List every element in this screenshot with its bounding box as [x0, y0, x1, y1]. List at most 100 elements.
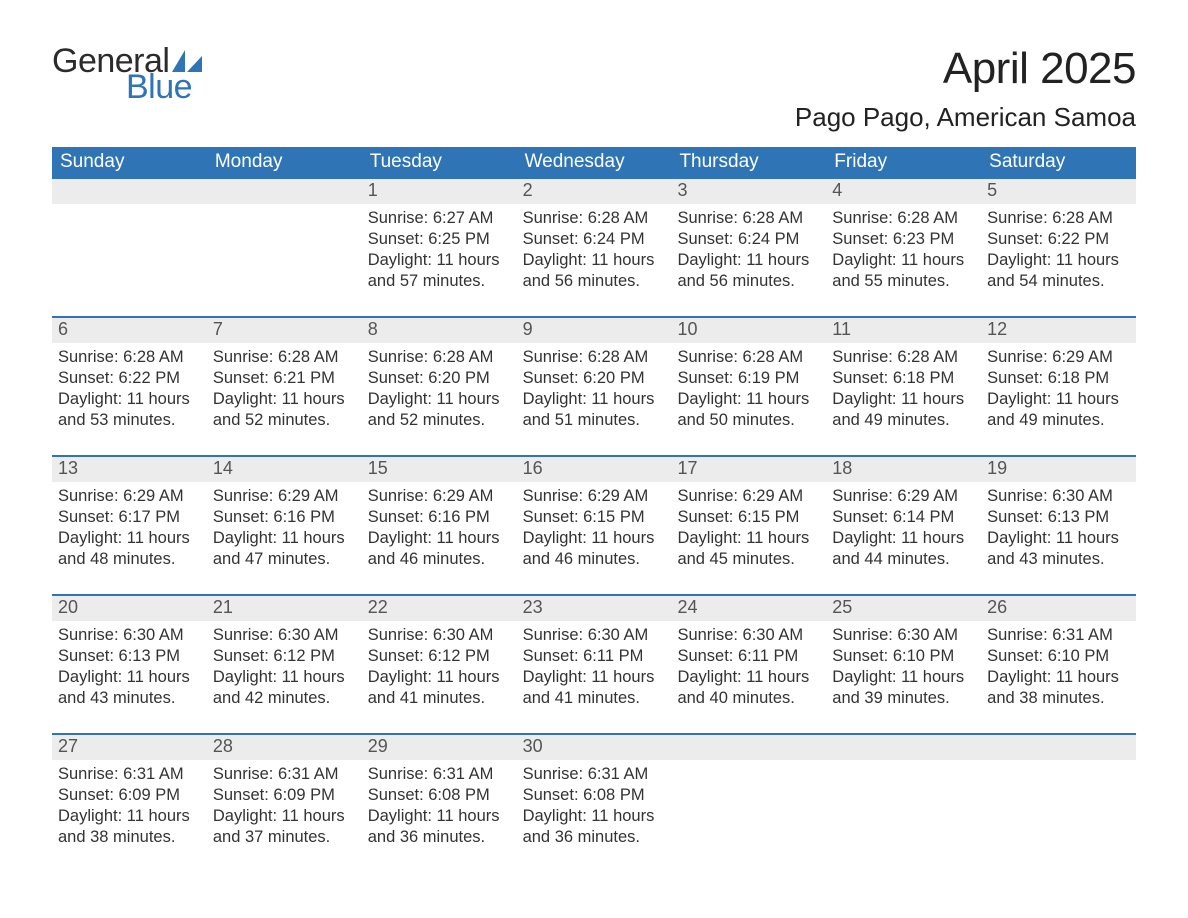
day-number: 10 [671, 318, 826, 343]
day-number: 6 [52, 318, 207, 343]
sunset-text: Sunset: 6:23 PM [832, 229, 975, 250]
sunset-text: Sunset: 6:13 PM [58, 646, 201, 667]
sunset-text: Sunset: 6:17 PM [58, 507, 201, 528]
day-info: Sunrise: 6:30 AMSunset: 6:13 PMDaylight:… [52, 621, 207, 713]
daylight-text: Daylight: 11 hours and 55 minutes. [832, 250, 975, 292]
day-info: Sunrise: 6:30 AMSunset: 6:13 PMDaylight:… [981, 482, 1136, 574]
day-number: 23 [517, 596, 672, 621]
sunset-text: Sunset: 6:13 PM [987, 507, 1130, 528]
weekday-header: Monday [207, 147, 362, 179]
sunrise-text: Sunrise: 6:30 AM [832, 625, 975, 646]
day-cell: 1Sunrise: 6:27 AMSunset: 6:25 PMDaylight… [362, 179, 517, 296]
sunrise-text: Sunrise: 6:28 AM [523, 347, 666, 368]
day-info: Sunrise: 6:30 AMSunset: 6:11 PMDaylight:… [517, 621, 672, 713]
sunset-text: Sunset: 6:18 PM [832, 368, 975, 389]
day-info: Sunrise: 6:31 AMSunset: 6:08 PMDaylight:… [517, 760, 672, 852]
sunset-text: Sunset: 6:15 PM [523, 507, 666, 528]
daylight-text: Daylight: 11 hours and 52 minutes. [368, 389, 511, 431]
sunrise-text: Sunrise: 6:30 AM [58, 625, 201, 646]
sunrise-text: Sunrise: 6:28 AM [368, 347, 511, 368]
logo-text-blue: Blue [126, 70, 202, 104]
day-number: 5 [981, 179, 1136, 204]
sunset-text: Sunset: 6:24 PM [677, 229, 820, 250]
day-cell: 12Sunrise: 6:29 AMSunset: 6:18 PMDayligh… [981, 318, 1136, 435]
calendar: Sunday Monday Tuesday Wednesday Thursday… [52, 147, 1136, 852]
day-number: 11 [826, 318, 981, 343]
day-number: 2 [517, 179, 672, 204]
day-number: 27 [52, 735, 207, 760]
sunrise-text: Sunrise: 6:28 AM [832, 347, 975, 368]
day-info: Sunrise: 6:28 AMSunset: 6:21 PMDaylight:… [207, 343, 362, 435]
day-info: Sunrise: 6:30 AMSunset: 6:12 PMDaylight:… [207, 621, 362, 713]
day-info: Sunrise: 6:28 AMSunset: 6:24 PMDaylight:… [671, 204, 826, 296]
sunrise-text: Sunrise: 6:30 AM [368, 625, 511, 646]
sunrise-text: Sunrise: 6:30 AM [523, 625, 666, 646]
calendar-week: 6Sunrise: 6:28 AMSunset: 6:22 PMDaylight… [52, 316, 1136, 435]
day-cell: 27Sunrise: 6:31 AMSunset: 6:09 PMDayligh… [52, 735, 207, 852]
day-cell: 30Sunrise: 6:31 AMSunset: 6:08 PMDayligh… [517, 735, 672, 852]
day-number: 3 [671, 179, 826, 204]
day-info: Sunrise: 6:30 AMSunset: 6:11 PMDaylight:… [671, 621, 826, 713]
day-info: Sunrise: 6:28 AMSunset: 6:22 PMDaylight:… [981, 204, 1136, 296]
day-cell [826, 735, 981, 852]
sunrise-text: Sunrise: 6:31 AM [368, 764, 511, 785]
day-info: Sunrise: 6:29 AMSunset: 6:16 PMDaylight:… [362, 482, 517, 574]
day-number: 30 [517, 735, 672, 760]
day-number: 1 [362, 179, 517, 204]
daylight-text: Daylight: 11 hours and 43 minutes. [987, 528, 1130, 570]
daylight-text: Daylight: 11 hours and 40 minutes. [677, 667, 820, 709]
sunset-text: Sunset: 6:20 PM [368, 368, 511, 389]
daylight-text: Daylight: 11 hours and 49 minutes. [832, 389, 975, 431]
day-cell: 11 Sunrise: 6:28 AMSunset: 6:18 PMDayligh… [826, 318, 981, 435]
day-info: Sunrise: 6:29 AMSunset: 6:15 PMDaylight:… [517, 482, 672, 574]
day-cell: 25Sunrise: 6:30 AMSunset: 6:10 PMDayligh… [826, 596, 981, 713]
daylight-text: Daylight: 11 hours and 41 minutes. [368, 667, 511, 709]
month-title: April 2025 [795, 44, 1136, 94]
sunrise-text: Sunrise: 6:30 AM [677, 625, 820, 646]
sunset-text: Sunset: 6:21 PM [213, 368, 356, 389]
sunrise-text: Sunrise: 6:31 AM [58, 764, 201, 785]
day-cell: 9Sunrise: 6:28 AMSunset: 6:20 PMDaylight… [517, 318, 672, 435]
day-info: Sunrise: 6:28 AMSunset: 6:20 PMDaylight:… [517, 343, 672, 435]
day-number: 21 [207, 596, 362, 621]
sunset-text: Sunset: 6:24 PM [523, 229, 666, 250]
day-number: 26 [981, 596, 1136, 621]
day-info: Sunrise: 6:30 AMSunset: 6:10 PMDaylight:… [826, 621, 981, 713]
day-info: Sunrise: 6:30 AMSunset: 6:12 PMDaylight:… [362, 621, 517, 713]
day-info: Sunrise: 6:29 AMSunset: 6:14 PMDaylight:… [826, 482, 981, 574]
weekday-header: Friday [826, 147, 981, 179]
sunrise-text: Sunrise: 6:27 AM [368, 208, 511, 229]
sunset-text: Sunset: 6:08 PM [368, 785, 511, 806]
day-number: 9 [517, 318, 672, 343]
day-info: Sunrise: 6:28 AMSunset: 6:22 PMDaylight:… [52, 343, 207, 435]
day-number [207, 179, 362, 204]
day-info: Sunrise: 6:29 AMSunset: 6:16 PMDaylight:… [207, 482, 362, 574]
sunset-text: Sunset: 6:19 PM [677, 368, 820, 389]
daylight-text: Daylight: 11 hours and 56 minutes. [677, 250, 820, 292]
daylight-text: Daylight: 11 hours and 49 minutes. [987, 389, 1130, 431]
sunrise-text: Sunrise: 6:28 AM [58, 347, 201, 368]
day-cell [207, 179, 362, 296]
sunset-text: Sunset: 6:10 PM [987, 646, 1130, 667]
daylight-text: Daylight: 11 hours and 54 minutes. [987, 250, 1130, 292]
sunset-text: Sunset: 6:09 PM [213, 785, 356, 806]
day-number: 22 [362, 596, 517, 621]
day-cell: 13Sunrise: 6:29 AMSunset: 6:17 PMDayligh… [52, 457, 207, 574]
weekday-header: Thursday [671, 147, 826, 179]
sunset-text: Sunset: 6:25 PM [368, 229, 511, 250]
day-number: 19 [981, 457, 1136, 482]
day-info: Sunrise: 6:29 AMSunset: 6:15 PMDaylight:… [671, 482, 826, 574]
day-info: Sunrise: 6:31 AMSunset: 6:09 PMDaylight:… [207, 760, 362, 852]
daylight-text: Daylight: 11 hours and 41 minutes. [523, 667, 666, 709]
sunrise-text: Sunrise: 6:28 AM [677, 347, 820, 368]
day-cell: 21Sunrise: 6:30 AMSunset: 6:12 PMDayligh… [207, 596, 362, 713]
day-number: 7 [207, 318, 362, 343]
sunrise-text: Sunrise: 6:29 AM [213, 486, 356, 507]
daylight-text: Daylight: 11 hours and 56 minutes. [523, 250, 666, 292]
weekday-header: Wednesday [517, 147, 672, 179]
sunset-text: Sunset: 6:16 PM [213, 507, 356, 528]
daylight-text: Daylight: 11 hours and 42 minutes. [213, 667, 356, 709]
day-cell: 2Sunrise: 6:28 AMSunset: 6:24 PMDaylight… [517, 179, 672, 296]
daylight-text: Daylight: 11 hours and 39 minutes. [832, 667, 975, 709]
title-block: April 2025 Pago Pago, American Samoa [795, 44, 1136, 133]
